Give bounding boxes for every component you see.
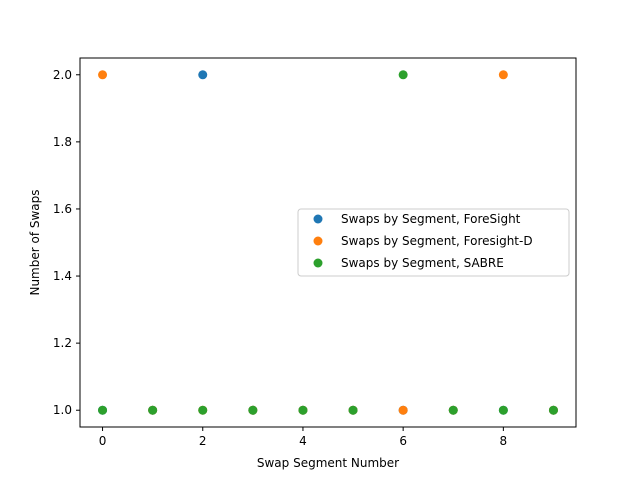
y-axis-label: Number of Swaps (28, 189, 42, 295)
x-tick-label: 4 (299, 434, 307, 448)
data-point-series-0-2 (198, 70, 208, 80)
x-axis-label: Swap Segment Number (257, 456, 399, 470)
legend-label-0: Swaps by Segment, ForeSight (341, 212, 521, 226)
data-point-series-2-2 (198, 405, 208, 415)
data-point-series-2-5 (348, 405, 358, 415)
legend-marker-1 (313, 236, 323, 246)
data-point-series-2-0 (98, 405, 108, 415)
legend-label-2: Swaps by Segment, SABRE (341, 256, 504, 270)
y-tick-label: 1.8 (53, 135, 72, 149)
y-tick-label: 1.0 (53, 403, 72, 417)
data-point-series-1-8 (498, 70, 508, 80)
x-tick-label: 2 (199, 434, 207, 448)
data-point-series-2-3 (248, 405, 258, 415)
x-tick-label: 8 (500, 434, 508, 448)
data-point-series-2-7 (448, 405, 458, 415)
data-point-series-2-8 (498, 405, 508, 415)
y-tick-label: 1.2 (53, 336, 72, 350)
x-tick-label: 6 (399, 434, 407, 448)
data-point-series-2-1 (148, 405, 158, 415)
data-point-series-1-6 (398, 405, 408, 415)
data-point-series-2-9 (548, 405, 558, 415)
legend-marker-0 (313, 214, 323, 224)
data-point-series-2-4 (298, 405, 308, 415)
y-tick-label: 1.4 (53, 269, 72, 283)
y-tick-label: 1.6 (53, 202, 72, 216)
axis-ticks: 0 2 4 6 8 1.0 1.2 1.4 1.6 1.8 2.0 (53, 68, 507, 448)
data-points (98, 70, 558, 415)
y-tick-label: 2.0 (53, 68, 72, 82)
data-point-series-1-0 (98, 70, 108, 80)
legend: Swaps by Segment, ForeSight Swaps by Segm… (297, 208, 570, 277)
legend-box (297, 208, 570, 277)
legend-marker-2 (313, 258, 323, 268)
legend-label-1: Swaps by Segment, Foresight-D (341, 234, 533, 248)
x-tick-label: 0 (99, 434, 107, 448)
plot-frame (79, 57, 577, 428)
data-point-series-2-6 (398, 70, 408, 80)
